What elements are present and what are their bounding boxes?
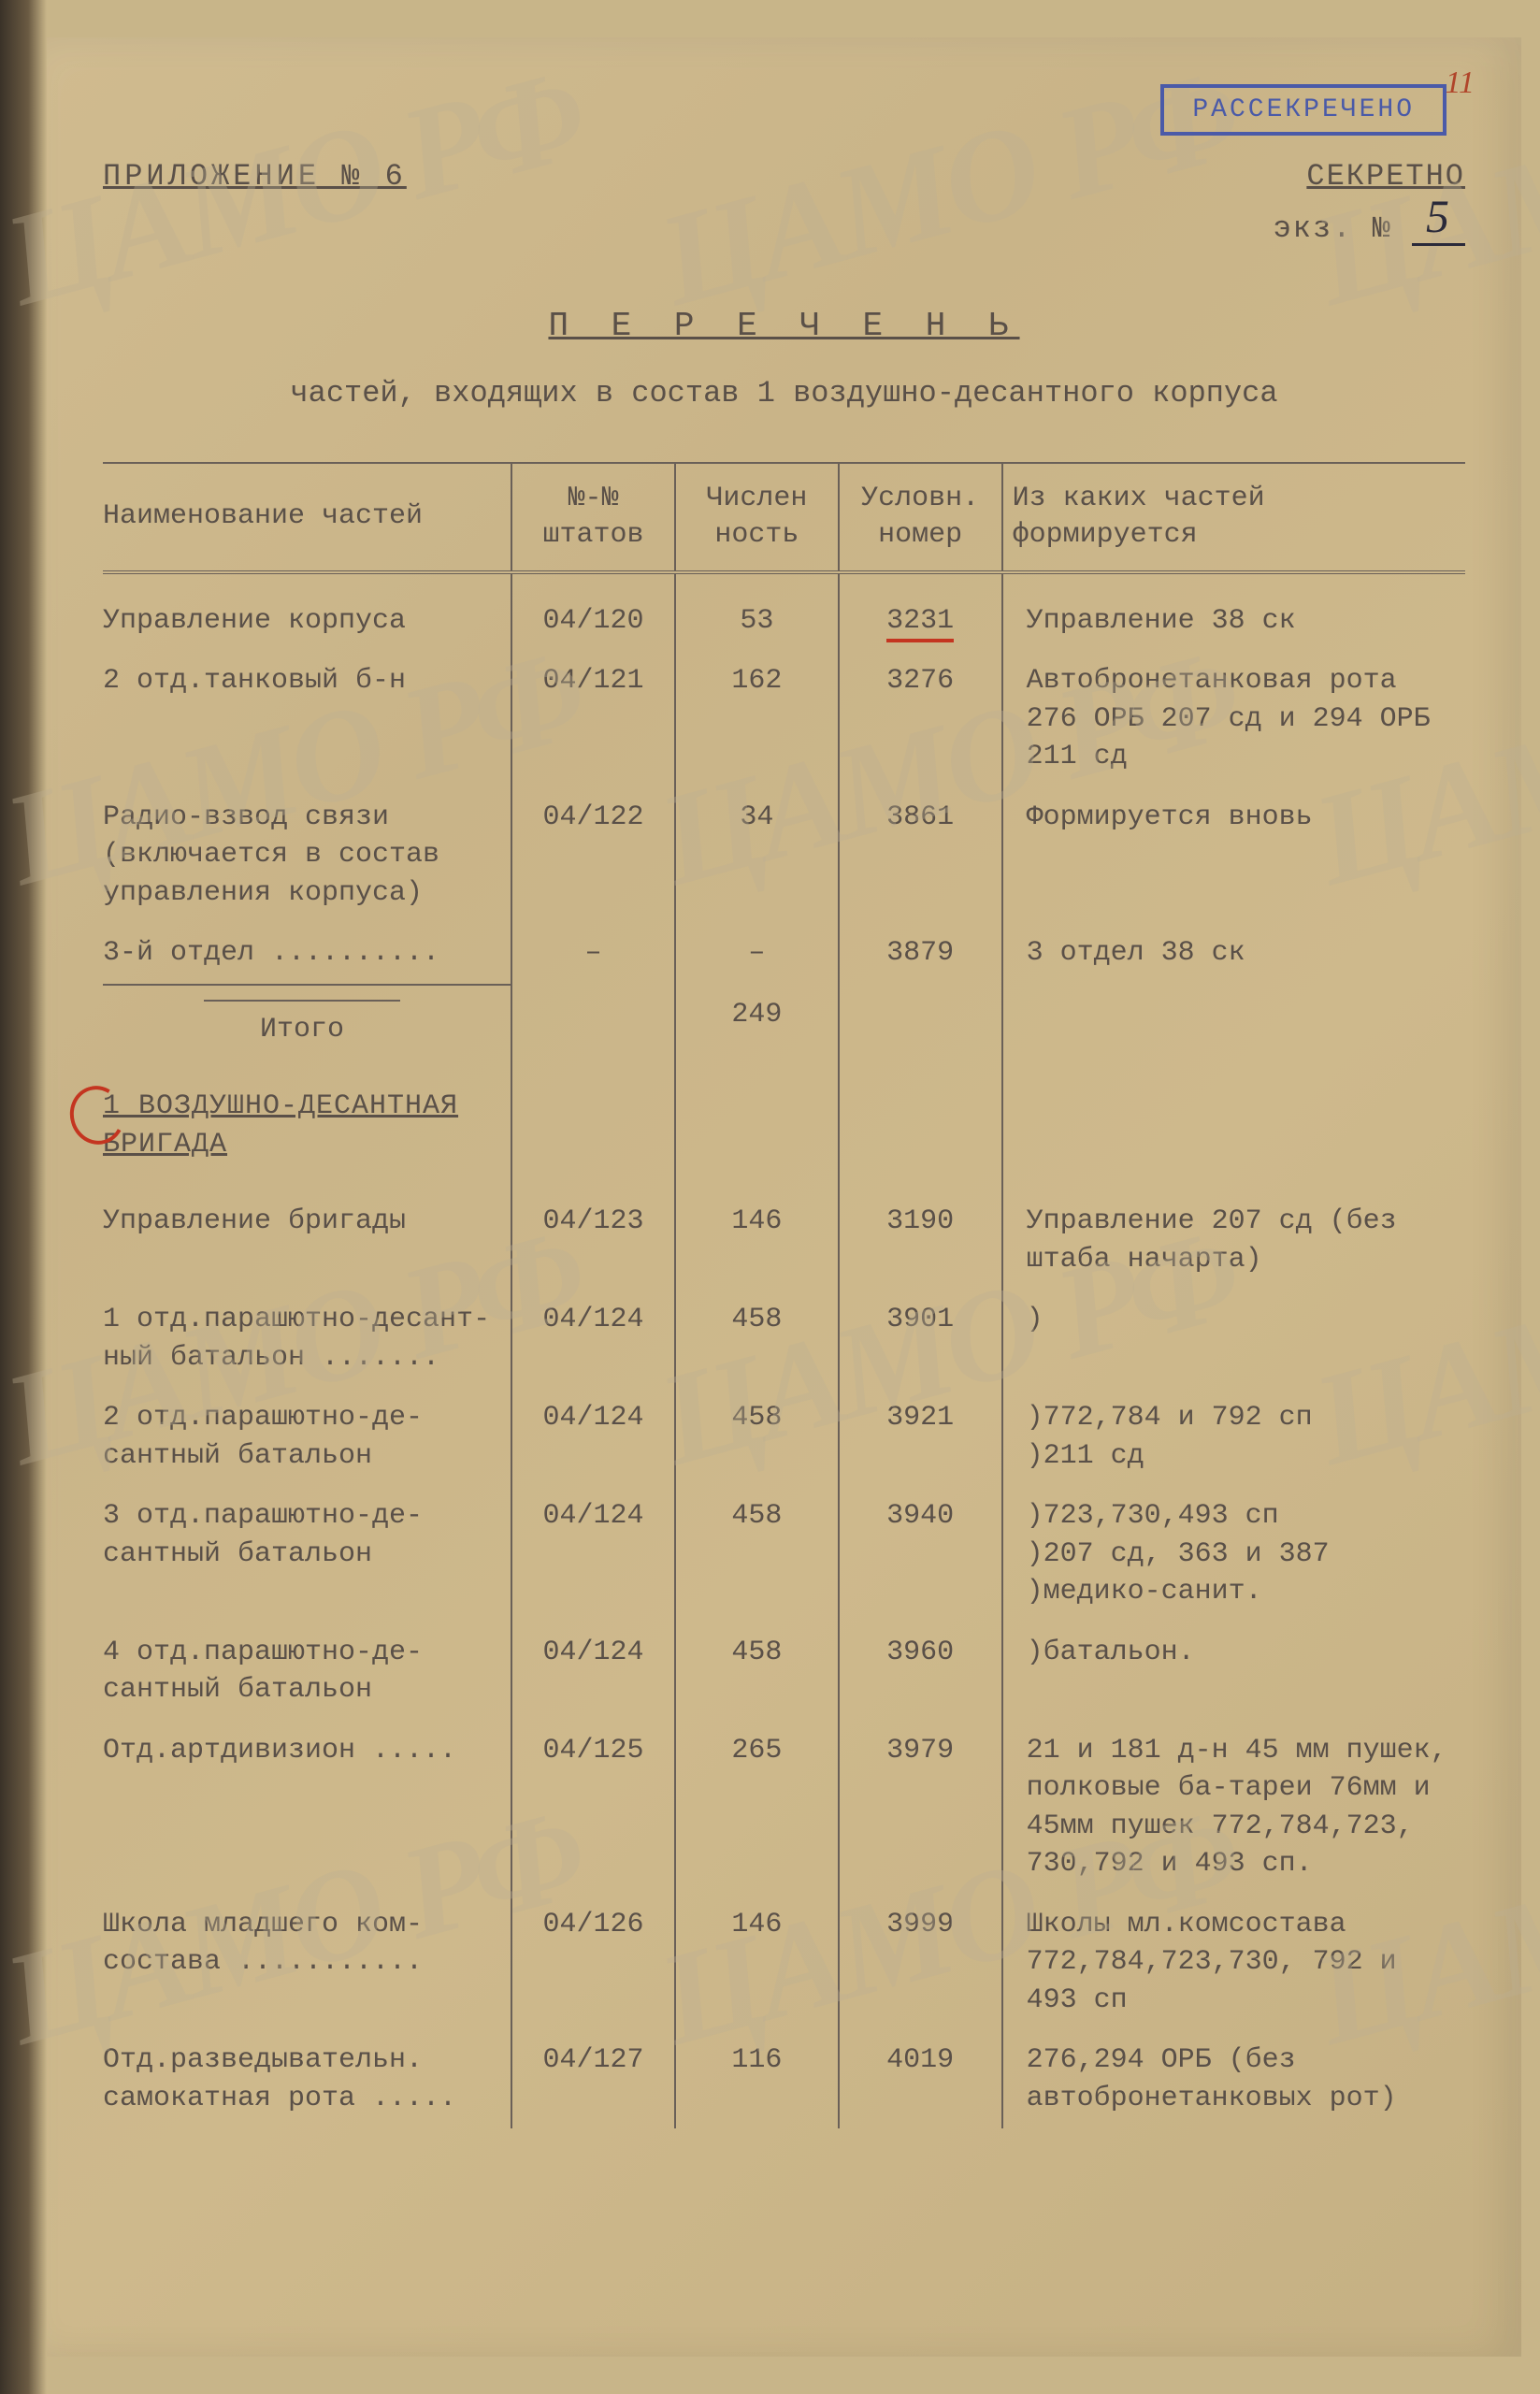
cell-uslov: 3921 (839, 1388, 1002, 1486)
page-number: 11 (1446, 65, 1475, 101)
cell-uslov: 3276 (839, 651, 1002, 787)
handwritten-copy-num: 5 (1412, 189, 1465, 246)
col-header-name: Наименование частей (103, 463, 511, 572)
table-row: 3-й отдел ..........––38793 отдел 38 ск (103, 923, 1465, 985)
header-row: ПРИЛОЖЕНИЕ № 6 СЕКРЕТНО экз. № 5 (103, 159, 1465, 251)
cell-source: Управление 207 сд (без штаба начарта) (1002, 1175, 1465, 1290)
table-row: 2 отд.парашютно-де-сантный батальон04/12… (103, 1388, 1465, 1486)
table-row: 1 отд.парашютно-десант-ный батальон ....… (103, 1290, 1465, 1388)
itogo-value: 249 (675, 985, 839, 1060)
document-subtitle: частей, входящих в состав 1 воздушно-дес… (103, 373, 1465, 415)
cell-chisl: 53 (675, 572, 839, 652)
secrecy-label: СЕКРЕТНО экз. № 5 (1274, 159, 1465, 251)
cell-shtat: 04/124 (511, 1388, 675, 1486)
cell-shtat: 04/121 (511, 651, 675, 787)
cell-uslov: 3190 (839, 1175, 1002, 1290)
document-title: П Е Р Е Ч Е Н Ь (103, 307, 1465, 345)
cell-name: Отд.артдивизион ..... (103, 1721, 511, 1895)
cell-chisl: 265 (675, 1721, 839, 1895)
cell-shtat: 04/125 (511, 1721, 675, 1895)
cell-name: Школа младшего ком-состава ........... (103, 1895, 511, 2031)
cell-uslov: 3231 (839, 572, 1002, 652)
cell-name: 3 отд.парашютно-де-сантный батальон (103, 1486, 511, 1622)
table-row: Отд.артдивизион .....04/125265397921 и 1… (103, 1721, 1465, 1895)
attachment-label: ПРИЛОЖЕНИЕ № 6 (103, 159, 407, 251)
cell-shtat: 04/126 (511, 1895, 675, 2031)
table-row: Отд.разведывательн. самокатная рота ....… (103, 2030, 1465, 2128)
table-row: Управление бригады04/1231463190Управлени… (103, 1175, 1465, 1290)
col-header-src: Из каких частей формируется (1002, 463, 1465, 572)
document-page: ЦАМО РФ ЦАМО РФ ЦАМО РФ ЦАМО РФ ЦАМО РФ … (47, 37, 1521, 2357)
cell-name: 1 отд.парашютно-десант-ный батальон ....… (103, 1290, 511, 1388)
itogo-label: Итого (103, 985, 511, 1060)
cell-chisl: 458 (675, 1486, 839, 1622)
table-row: Управление корпуса04/120533231Управление… (103, 572, 1465, 652)
table-row: Радио-взвод связи (включается в состав у… (103, 787, 1465, 924)
cell-name: Радио-взвод связи (включается в состав у… (103, 787, 511, 924)
cell-chisl: 146 (675, 1175, 839, 1290)
brigade-section-header: 1 ВОЗДУШНО-ДЕСАНТНАЯ БРИГАДА (103, 1090, 458, 1161)
itogo-row: Итого 249 (103, 985, 1465, 1060)
cell-name: 2 отд.парашютно-де-сантный батальон (103, 1388, 511, 1486)
cell-source: )батальон. (1002, 1622, 1465, 1721)
cell-uslov: 3879 (839, 923, 1002, 985)
cell-source: Школы мл.комсостава 772,784,723,730, 792… (1002, 1895, 1465, 2031)
cell-name: Управление корпуса (103, 572, 511, 652)
cell-chisl: 162 (675, 651, 839, 787)
cell-source: 21 и 181 д-н 45 мм пушек, полковые ба-та… (1002, 1721, 1465, 1895)
cell-shtat: 04/124 (511, 1290, 675, 1388)
cell-name: 2 отд.танковый б-н (103, 651, 511, 787)
col-header-uslov: Условн. номер (839, 463, 1002, 572)
cell-source: 3 отдел 38 ск (1002, 923, 1465, 985)
table-header-row: Наименование частей №-№ штатов Числен но… (103, 463, 1465, 572)
cell-chisl: 146 (675, 1895, 839, 2031)
cell-chisl: 458 (675, 1388, 839, 1486)
cell-uslov: 3901 (839, 1290, 1002, 1388)
cell-shtat: 04/124 (511, 1622, 675, 1721)
table-row: 2 отд.танковый б-н04/1211623276Автоброне… (103, 651, 1465, 787)
cell-name: 3-й отдел .......... (103, 923, 511, 985)
declassified-stamp: РАССЕКРЕЧЕНО (1160, 84, 1446, 136)
table-body: Управление корпуса04/120533231Управление… (103, 572, 1465, 2129)
col-header-shtat: №-№ штатов (511, 463, 675, 572)
table-row: Школа младшего ком-состава ...........04… (103, 1895, 1465, 2031)
cell-shtat: 04/122 (511, 787, 675, 924)
cell-source: Формируется вновь (1002, 787, 1465, 924)
cell-uslov: 3861 (839, 787, 1002, 924)
table-row: 4 отд.парашютно-де-сантный батальон04/12… (103, 1622, 1465, 1721)
cell-chisl: 458 (675, 1290, 839, 1388)
copy-number: экз. № 5 (1274, 194, 1465, 251)
cell-source: 276,294 ОРБ (без автобронетанковых рот) (1002, 2030, 1465, 2128)
cell-source: )772,784 и 792 сп )211 сд (1002, 1388, 1465, 1486)
cell-chisl: 34 (675, 787, 839, 924)
cell-name: Отд.разведывательн. самокатная рота ....… (103, 2030, 511, 2128)
cell-uslov: 3999 (839, 1895, 1002, 2031)
cell-source: Управление 38 ск (1002, 572, 1465, 652)
cell-chisl: 116 (675, 2030, 839, 2128)
cell-source: )723,730,493 сп )207 сд, 363 и 387 )меди… (1002, 1486, 1465, 1622)
units-table: Наименование частей №-№ штатов Числен но… (103, 462, 1465, 2129)
section-header-row: 1 ВОЗДУШНО-ДЕСАНТНАЯ БРИГАДА (103, 1060, 1465, 1175)
cell-source: Автобронетанковая рота 276 ОРБ 207 сд и … (1002, 651, 1465, 787)
cell-uslov: 3979 (839, 1721, 1002, 1895)
table-row: 3 отд.парашютно-де-сантный батальон04/12… (103, 1486, 1465, 1622)
cell-chisl: – (675, 923, 839, 985)
cell-chisl: 458 (675, 1622, 839, 1721)
cell-uslov: 4019 (839, 2030, 1002, 2128)
cell-shtat: 04/120 (511, 572, 675, 652)
binding-edge (0, 0, 47, 2394)
cell-uslov: 3960 (839, 1622, 1002, 1721)
cell-shtat: 04/124 (511, 1486, 675, 1622)
cell-shtat: – (511, 923, 675, 985)
cell-name: Управление бригады (103, 1175, 511, 1290)
cell-shtat: 04/127 (511, 2030, 675, 2128)
cell-uslov: 3940 (839, 1486, 1002, 1622)
col-header-chisl: Числен ность (675, 463, 839, 572)
cell-source: ) (1002, 1290, 1465, 1388)
cell-name: 4 отд.парашютно-де-сантный батальон (103, 1622, 511, 1721)
cell-shtat: 04/123 (511, 1175, 675, 1290)
